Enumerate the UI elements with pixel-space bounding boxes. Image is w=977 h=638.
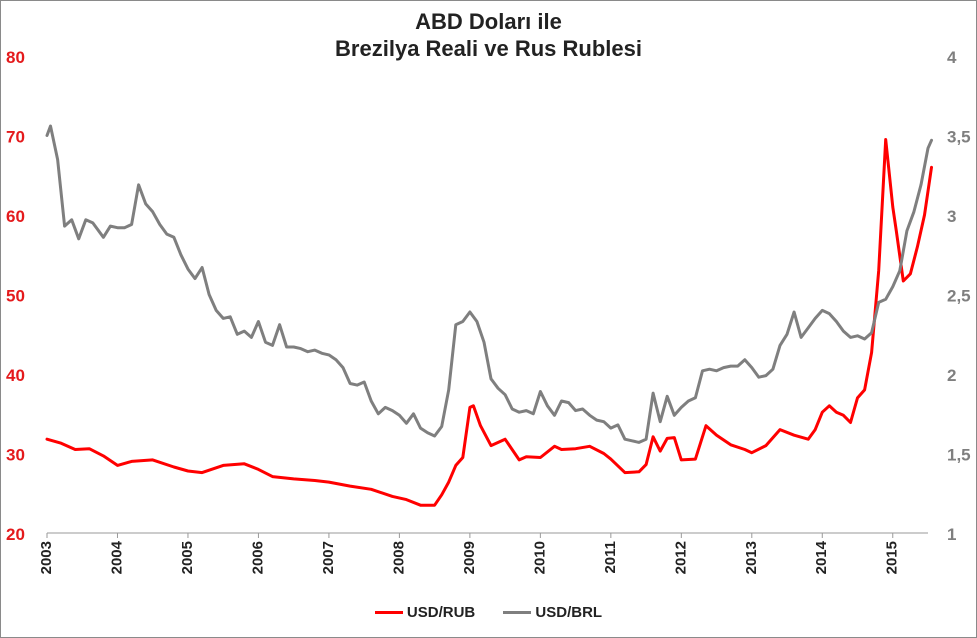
y-left-tick-label-50: 50 <box>6 287 25 306</box>
x-tick-label-2012: 2012 <box>672 541 689 574</box>
y-right-tick-label-3: 3 <box>947 207 956 226</box>
x-tick-label-2008: 2008 <box>390 541 407 574</box>
legend-label-rub: USD/RUB <box>406 603 476 621</box>
legend-item-brl: USD/BRL <box>503 604 602 621</box>
y-left-tick-label-20: 20 <box>6 525 25 544</box>
x-tick-label-2009: 2009 <box>461 541 478 574</box>
legend-swatch-rub <box>374 611 403 615</box>
y-left-tick-label-30: 30 <box>6 446 25 465</box>
y-right-tick-label-1,5: 1,5 <box>947 446 971 465</box>
y-right-tick-label-1: 1 <box>947 525 956 544</box>
x-tick-label-2003: 2003 <box>38 541 55 574</box>
y-left-tick-label-60: 60 <box>6 207 25 226</box>
legend-item-rub: USD/RUB <box>374 603 476 621</box>
x-tick-label-2013: 2013 <box>743 541 760 574</box>
series-line-usd-brl <box>45 124 933 444</box>
y-left-tick-label-40: 40 <box>6 366 25 385</box>
series-line-usd-rub <box>45 138 933 507</box>
y-right-tick-label-4: 4 <box>947 48 957 67</box>
x-tick-label-2010: 2010 <box>531 541 548 574</box>
x-tick-label-2007: 2007 <box>320 541 337 574</box>
chart-title-line-2: Brezilya Reali ve Rus Rublesi <box>335 36 642 61</box>
y-right-tick-label-2: 2 <box>947 366 956 385</box>
legend-label-brl: USD/BRL <box>535 603 603 621</box>
y-left-tick-label-70: 70 <box>6 128 25 147</box>
y-right-tick-label-2,5: 2,5 <box>947 287 971 306</box>
x-tick-label-2006: 2006 <box>249 541 266 574</box>
x-tick-label-2004: 2004 <box>108 540 125 574</box>
y-right-tick-label-3,5: 3,5 <box>947 128 971 147</box>
chart-legend: USD/RUB USD/BRL <box>0 603 977 621</box>
chart-title-line-1: ABD Doları ile <box>415 9 562 34</box>
x-tick-label-2005: 2005 <box>179 541 196 574</box>
legend-swatch-brl <box>503 611 532 615</box>
y-left-tick-label-80: 80 <box>6 48 25 67</box>
x-tick-label-2014: 2014 <box>813 540 830 574</box>
x-tick-label-2011: 2011 <box>602 541 619 574</box>
x-tick-label-2015: 2015 <box>884 541 901 574</box>
